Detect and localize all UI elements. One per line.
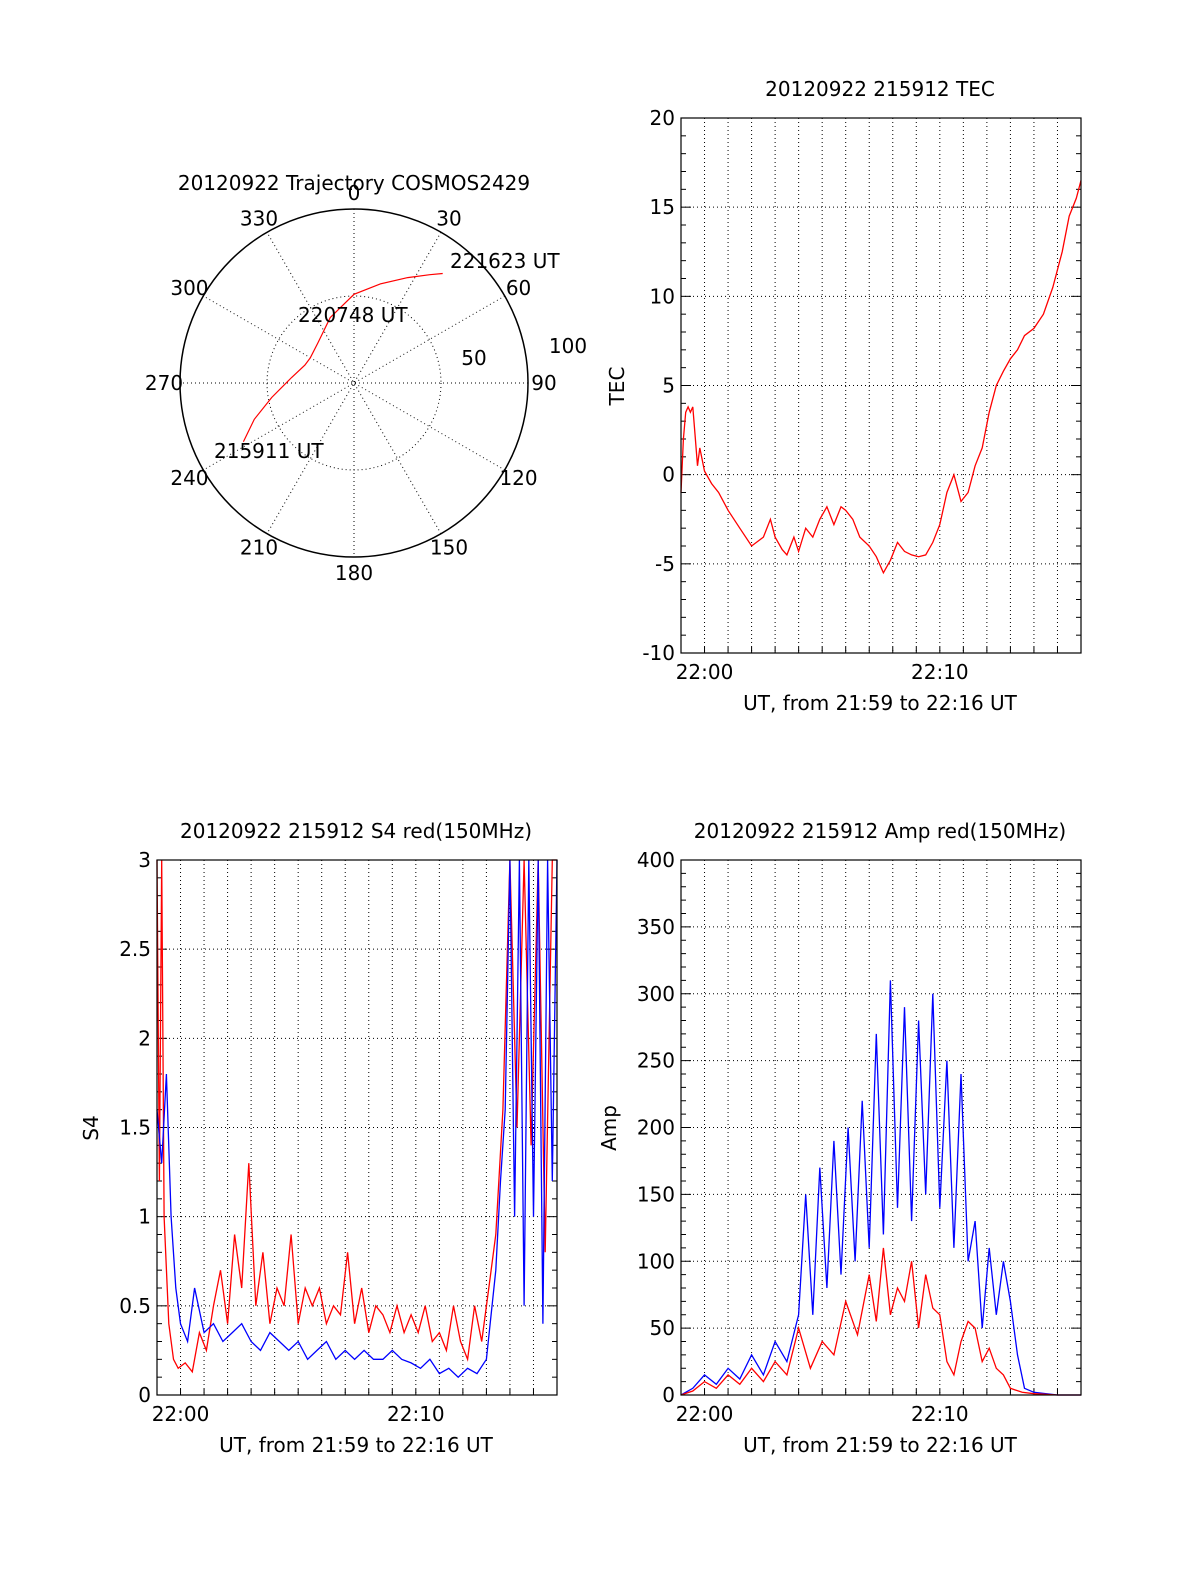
trajectory-title: 20120922 Trajectory COSMOS2429 [178, 171, 530, 195]
tec-xtick-label-1: 22:10 [911, 660, 969, 684]
amp-panel: 20120922 215912 Amp red(150MHz) Amp UT, … [597, 819, 1082, 1457]
s4-grid [157, 860, 557, 1395]
amp-series-red [680, 1247, 1081, 1396]
s4-ytick-label-1: 0.5 [119, 1294, 151, 1318]
amp-ytick-label-0: 0 [662, 1383, 675, 1407]
s4-ytick-label-3: 1.5 [119, 1116, 151, 1140]
tec-ytick-label-6: 20 [650, 106, 675, 130]
amp-ytick-label-5: 250 [637, 1049, 675, 1073]
s4-series [156, 859, 558, 1379]
amp-ytick-label-4: 200 [637, 1116, 675, 1140]
amp-ytick-label-7: 350 [637, 915, 675, 939]
tec-panel: 20120922 215912 TEC TEC UT, from 21:59 t… [605, 77, 1082, 715]
amp-ytick-label-1: 50 [650, 1316, 675, 1340]
s4-xlabel: UT, from 21:59 to 22:16 UT [219, 1433, 494, 1457]
amp-ytick-label-6: 300 [637, 982, 675, 1006]
trajectory-line [242, 272, 443, 443]
amp-title: 20120922 215912 Amp red(150MHz) [694, 819, 1066, 843]
amp-series [680, 980, 1081, 1396]
tec-ytick-label-2: 0 [662, 463, 675, 487]
annotation-215911: 215911 UT [214, 439, 324, 463]
azimuth-label-0: 0 [348, 181, 361, 205]
amp-xtick-label-1: 22:10 [911, 1402, 969, 1426]
tec-ticks: -10 -5 0 5 10 15 20 22:00 22:10 [642, 106, 1081, 684]
tec-xtick-label-0: 22:00 [676, 660, 734, 684]
radial-label-50: 50 [461, 346, 486, 370]
azimuth-label-240: 240 [170, 466, 208, 490]
radial-label-100: 100 [549, 334, 587, 358]
s4-panel: 20120922 215912 S4 red(150MHz) S4 UT, fr… [79, 819, 558, 1457]
tec-ytick-label-0: -10 [642, 641, 675, 665]
azimuth-label-210: 210 [240, 536, 278, 560]
s4-xtick-label-1: 22:10 [387, 1402, 445, 1426]
s4-series-red [156, 859, 557, 1374]
azimuth-label-90: 90 [531, 371, 556, 395]
amp-ticks: 0 50 100 150 200 250 300 350 400 22:00 22:10 [637, 848, 1081, 1426]
azimuth-label-270: 270 [145, 371, 183, 395]
amp-ylabel: Amp [597, 1105, 621, 1151]
azimuth-label-330: 330 [240, 206, 278, 230]
tec-ytick-label-3: 5 [662, 374, 675, 398]
tec-plot-frame [680, 117, 1082, 654]
amp-ytick-label-8: 400 [637, 848, 675, 872]
tec-xlabel: UT, from 21:59 to 22:16 UT [743, 691, 1018, 715]
azimuth-label-30: 30 [436, 206, 461, 230]
annotation-221623: 221623 UT [450, 249, 560, 273]
s4-series-blue [156, 859, 558, 1379]
trajectory-panel: 20120922 Trajectory COSMOS2429 0 30 60 90 12… [145, 171, 587, 585]
s4-ylabel: S4 [79, 1115, 103, 1140]
tec-grid [681, 118, 1081, 653]
s4-ticks: 0 0.5 1 1.5 2 2.5 3 22:00 22:10 [119, 848, 557, 1426]
tec-ytick-label-1: -5 [655, 552, 675, 576]
tec-title: 20120922 215912 TEC [765, 77, 995, 101]
azimuth-label-150: 150 [430, 536, 468, 560]
s4-ytick-label-4: 2 [138, 1026, 151, 1050]
s4-ytick-label-5: 2.5 [119, 937, 151, 961]
amp-ytick-label-2: 100 [637, 1249, 675, 1273]
s4-title: 20120922 215912 S4 red(150MHz) [180, 819, 532, 843]
azimuth-label-300: 300 [170, 276, 208, 300]
amp-xlabel: UT, from 21:59 to 22:16 UT [743, 1433, 1018, 1457]
tec-series [680, 180, 1082, 575]
s4-ytick-label-6: 3 [138, 848, 151, 872]
amp-grid [681, 860, 1081, 1395]
annotation-220748: 220748 UT [298, 303, 408, 327]
tec-ylabel: TEC [605, 367, 629, 407]
azimuth-label-120: 120 [499, 466, 537, 490]
s4-ytick-label-2: 1 [138, 1205, 151, 1229]
azimuth-label-180: 180 [335, 561, 373, 585]
tec-ytick-label-5: 15 [650, 195, 675, 219]
s4-ytick-label-0: 0 [138, 1383, 151, 1407]
s4-xtick-label-0: 22:00 [152, 1402, 210, 1426]
polar-azimuth-labels: 0 30 60 90 120 150 180 210 240 270 300 330 [145, 181, 557, 585]
amp-plot-frame [680, 859, 1082, 1396]
amp-xtick-label-0: 22:00 [676, 1402, 734, 1426]
tec-series-red [680, 180, 1082, 575]
amp-ytick-label-3: 150 [637, 1182, 675, 1206]
tec-ytick-label-4: 10 [650, 284, 675, 308]
azimuth-label-60: 60 [506, 276, 531, 300]
amp-series-blue [680, 980, 1081, 1396]
s4-plot-frame [156, 859, 558, 1396]
